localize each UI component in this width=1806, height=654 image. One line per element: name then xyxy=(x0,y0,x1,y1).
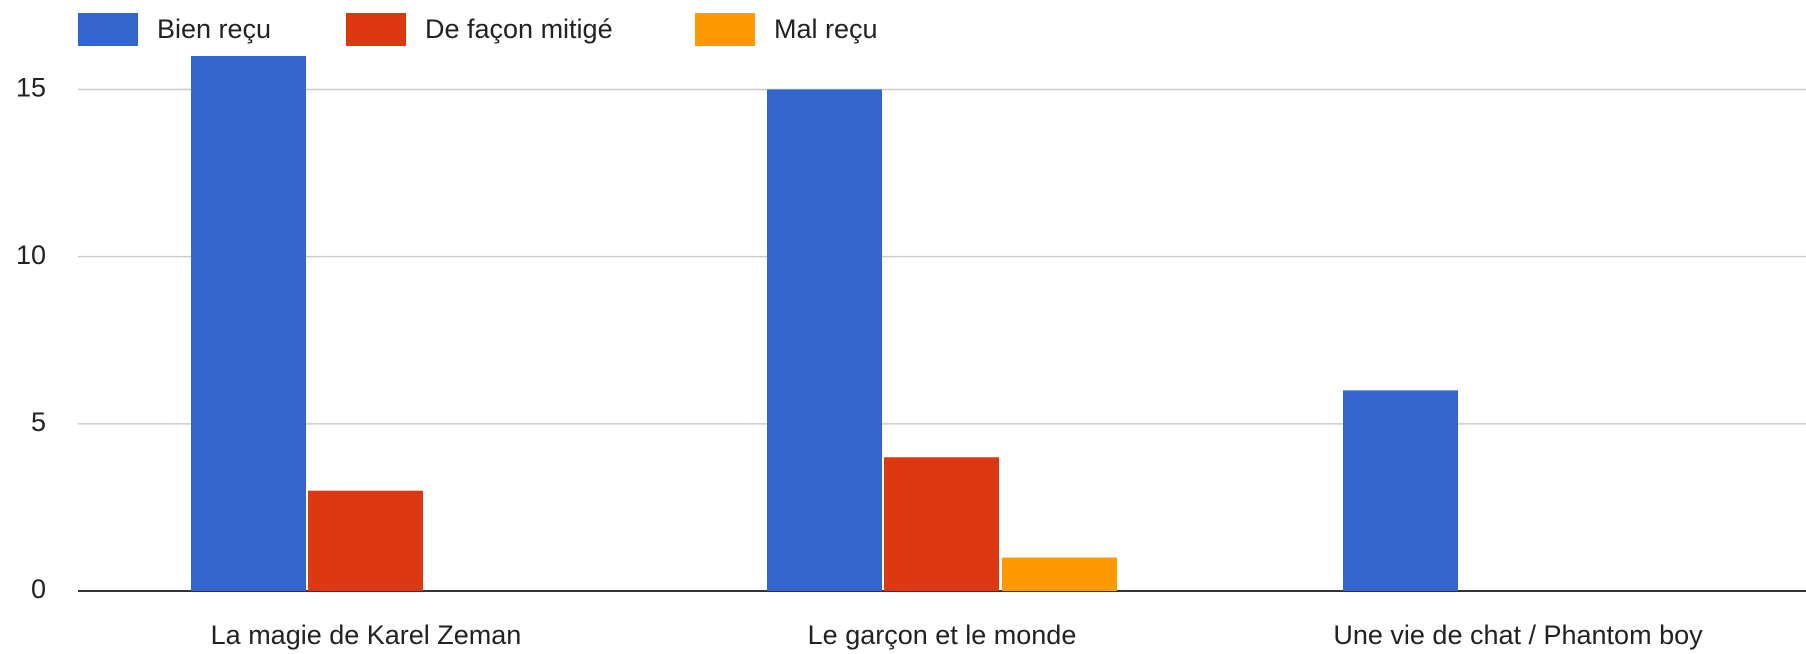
legend-swatch xyxy=(695,13,755,46)
x-tick-label: Une vie de chat / Phantom boy xyxy=(1333,620,1703,650)
bar xyxy=(884,457,999,591)
y-tick-label: 0 xyxy=(31,574,46,604)
legend-label: De façon mitigé xyxy=(425,14,613,44)
bar xyxy=(1002,557,1117,591)
x-tick-label: La magie de Karel Zeman xyxy=(211,620,522,650)
legend-swatch xyxy=(346,13,406,46)
x-tick-label: Le garçon et le monde xyxy=(808,620,1077,650)
legend-swatch xyxy=(78,13,138,46)
bar xyxy=(767,89,882,591)
bar xyxy=(308,490,423,591)
bar xyxy=(1343,390,1458,591)
y-tick-label: 10 xyxy=(16,240,46,270)
legend-label: Bien reçu xyxy=(157,14,271,44)
legend-label: Mal reçu xyxy=(774,14,878,44)
bar xyxy=(191,56,306,591)
y-tick-label: 5 xyxy=(31,407,46,437)
y-tick-label: 15 xyxy=(16,73,46,103)
